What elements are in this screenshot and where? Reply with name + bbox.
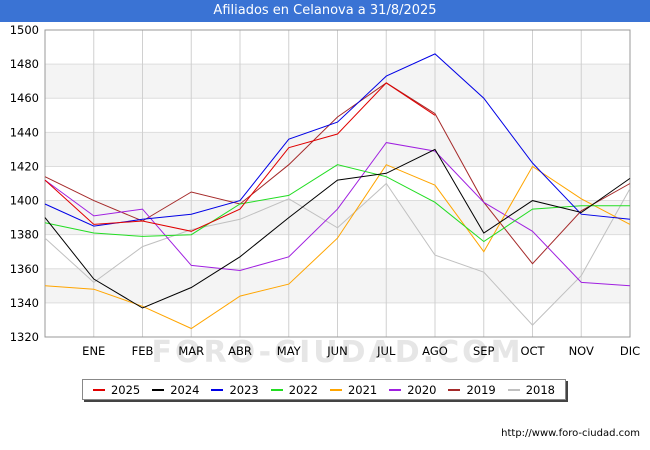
legend-label: 2020 — [407, 382, 437, 397]
y-tick-label: 1320 — [10, 330, 39, 344]
legend-label: 2025 — [110, 382, 141, 397]
y-tick-label: 1460 — [10, 91, 39, 105]
legend-label: 2018 — [525, 382, 556, 397]
legend-label: 2024 — [170, 382, 200, 397]
series-line-2020 — [44, 142, 631, 287]
x-tick-label: AGO — [422, 344, 448, 358]
legend-item-2024: 2024 — [152, 382, 200, 397]
x-tick-label: NOV — [569, 344, 594, 358]
legend-label: 2023 — [229, 382, 259, 397]
legend-label: 2022 — [288, 382, 319, 397]
x-tick-label: FEB — [132, 344, 154, 358]
legend-item-2018: 2018 — [507, 382, 556, 397]
x-tick-label: JUL — [376, 344, 396, 358]
series-line-2025 — [44, 82, 436, 232]
y-tick-label: 1360 — [10, 262, 39, 276]
x-tick-label: ABR — [228, 344, 252, 358]
legend-item-2025: 2025 — [92, 382, 141, 397]
legend-swatch — [152, 388, 165, 391]
y-tick-label: 1480 — [10, 57, 39, 71]
x-tick-label: ENE — [82, 344, 105, 358]
legend-label: 2021 — [347, 382, 378, 397]
legend-item-2020: 2020 — [389, 382, 437, 397]
legend-swatch — [329, 388, 342, 391]
x-axis-ticks: ENE FEB MAR ABR MAY JUN JUL AGO SEP OCT NOV DIC — [82, 344, 640, 358]
x-tick-label: JUN — [326, 344, 347, 358]
legend-swatch — [211, 388, 224, 391]
x-tick-label: MAR — [178, 344, 204, 358]
legend-item-2023: 2023 — [211, 382, 259, 397]
legend: 2025 2024 2023 2022 2021 2020 2019 2018 — [82, 379, 566, 400]
legend-item-2022: 2022 — [270, 382, 319, 397]
y-tick-label: 1420 — [10, 159, 39, 173]
x-tick-label: SEP — [473, 344, 495, 358]
y-axis-ticks: 1320 1340 1360 1380 1400 1420 1440 1460 1480 1500 — [10, 23, 39, 344]
x-tick-label: OCT — [520, 344, 545, 358]
y-tick-label: 1500 — [10, 23, 39, 37]
legend-item-2019: 2019 — [448, 382, 496, 397]
legend-item-2021: 2021 — [329, 382, 378, 397]
series-line-2023 — [44, 53, 631, 227]
legend-swatch — [389, 388, 402, 391]
y-tick-label: 1440 — [10, 125, 39, 139]
x-tick-label: MAY — [277, 344, 302, 358]
legend-label: 2019 — [466, 382, 496, 397]
series-lines — [44, 53, 631, 330]
series-line-2018 — [44, 182, 631, 326]
y-tick-label: 1380 — [10, 228, 39, 242]
chart-title: Afiliados en Celanova a 31/8/2025 — [0, 0, 650, 22]
legend-swatch — [507, 388, 520, 391]
legend-swatch — [448, 388, 461, 391]
legend-swatch — [92, 388, 105, 391]
series-line-2024 — [44, 148, 631, 309]
series-line-2021 — [44, 164, 631, 330]
x-tick-label: DIC — [620, 344, 640, 358]
y-tick-label: 1400 — [10, 194, 39, 208]
footer-url: http://www.foro-ciudad.com — [501, 428, 640, 439]
watermark: FORO-CIUDAD.COM — [152, 335, 524, 370]
series-line-2022 — [44, 164, 630, 243]
y-tick-label: 1340 — [10, 296, 39, 310]
legend-swatch — [270, 388, 283, 391]
